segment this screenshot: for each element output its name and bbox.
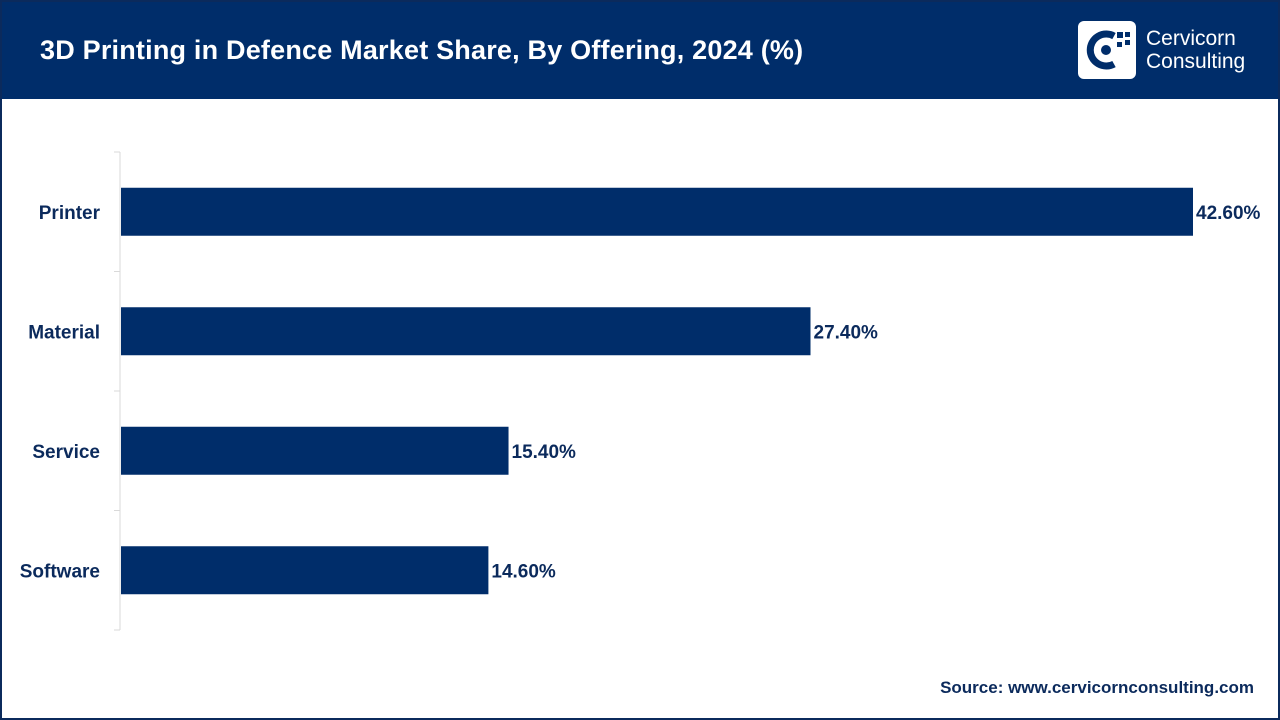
- header-bar: 3D Printing in Defence Market Share, By …: [2, 2, 1278, 99]
- bar-printer: [121, 187, 1193, 236]
- bar-service: [121, 426, 509, 475]
- logo-wordmark: Cervicorn Consulting: [1146, 27, 1245, 73]
- bar-chart: Printer 42.60% Material 27.40% Service 15.40%…: [20, 151, 1261, 631]
- data-label-printer: 42.60%: [1196, 203, 1261, 224]
- category-label-service: Service: [32, 442, 100, 463]
- bar-software: [121, 546, 489, 595]
- data-label-material: 27.40%: [814, 322, 879, 343]
- logo-mark-icon: [1078, 21, 1136, 79]
- data-label-software: 14.60%: [491, 561, 556, 582]
- bar-material: [121, 307, 811, 356]
- chart-title: 3D Printing in Defence Market Share, By …: [40, 35, 804, 65]
- source-note: Source: www.cervicornconsulting.com: [940, 678, 1254, 697]
- data-label-service: 15.40%: [512, 442, 577, 463]
- category-label-printer: Printer: [39, 203, 101, 224]
- category-label-software: Software: [20, 561, 100, 582]
- category-label-material: Material: [28, 322, 100, 343]
- logo-line-1: Cervicorn: [1146, 27, 1236, 50]
- brand-logo: Cervicorn Consulting: [1078, 21, 1268, 81]
- logo-line-2: Consulting: [1146, 50, 1246, 73]
